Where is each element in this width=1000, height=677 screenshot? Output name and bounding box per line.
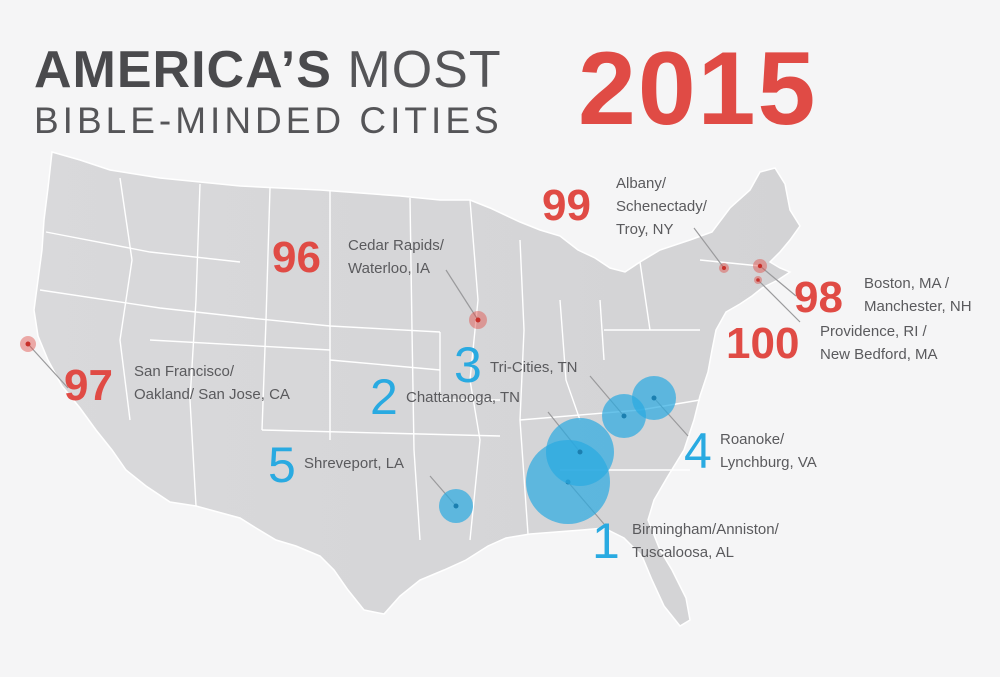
title-line-2: BIBLE-MINDED CITIES (34, 100, 503, 141)
city-99-line2: Schenectady/ (616, 198, 707, 215)
most-markers (439, 376, 676, 524)
rank-1: 1 (592, 513, 620, 569)
city-2-line1: Chattanooga, TN (406, 389, 520, 406)
state-borders (39, 177, 761, 541)
us-outline (33, 151, 801, 627)
city-98: Boston, MA / Manchester, NH (864, 272, 972, 318)
city-100-line1: Providence, RI / (820, 323, 927, 340)
city-4-line1: Roanoke/ (720, 431, 785, 448)
rank-4: 4 (684, 423, 712, 479)
city-100: Providence, RI / New Bedford, MA (820, 320, 938, 366)
city-100-line2: New Bedford, MA (820, 346, 938, 363)
rank-97: 97 (64, 361, 113, 410)
title-light: MOST (347, 41, 502, 99)
city-2: Chattanooga, TN (406, 386, 520, 409)
rank-98: 98 (794, 273, 843, 322)
least-markers (20, 259, 767, 352)
city-1: Birmingham/Anniston/ Tuscaloosa, AL (632, 518, 779, 564)
city-96: Cedar Rapids/ Waterloo, IA (348, 234, 444, 280)
city-96-line1: Cedar Rapids/ (348, 237, 444, 254)
year: 2015 (578, 31, 818, 147)
city-1-line1: Birmingham/Anniston/ (632, 521, 779, 538)
city-1-line2: Tuscaloosa, AL (632, 544, 735, 561)
city-96-line2: Waterloo, IA (348, 260, 430, 277)
city-97-line1: San Francisco/ (134, 363, 235, 380)
city-4: Roanoke/ Lynchburg, VA (720, 428, 817, 474)
rank-96: 96 (272, 233, 321, 282)
rank-99: 99 (542, 181, 591, 230)
rank-3: 3 (454, 337, 482, 393)
city-5-line1: Shreveport, LA (304, 455, 405, 472)
city-3-line1: Tri-Cities, TN (490, 359, 578, 376)
city-97-line2: Oakland/ San Jose, CA (134, 386, 290, 403)
city-98-line1: Boston, MA / (864, 275, 950, 292)
rank-100: 100 (726, 319, 800, 368)
city-4-line2: Lynchburg, VA (720, 454, 817, 471)
title-line-1: AMERICA’S MOST (34, 40, 502, 100)
title-bold: AMERICA’S (34, 41, 332, 99)
city-5: Shreveport, LA (304, 452, 404, 475)
city-3: Tri-Cities, TN (490, 356, 578, 379)
city-99-line3: Troy, NY (616, 221, 674, 238)
rank-2: 2 (370, 369, 398, 425)
city-99: Albany/ Schenectady/ Troy, NY (616, 172, 707, 241)
city-99-line1: Albany/ (616, 175, 667, 192)
city-97: San Francisco/ Oakland/ San Jose, CA (134, 360, 290, 406)
rank-5: 5 (268, 437, 296, 493)
city-98-line2: Manchester, NH (864, 298, 972, 315)
